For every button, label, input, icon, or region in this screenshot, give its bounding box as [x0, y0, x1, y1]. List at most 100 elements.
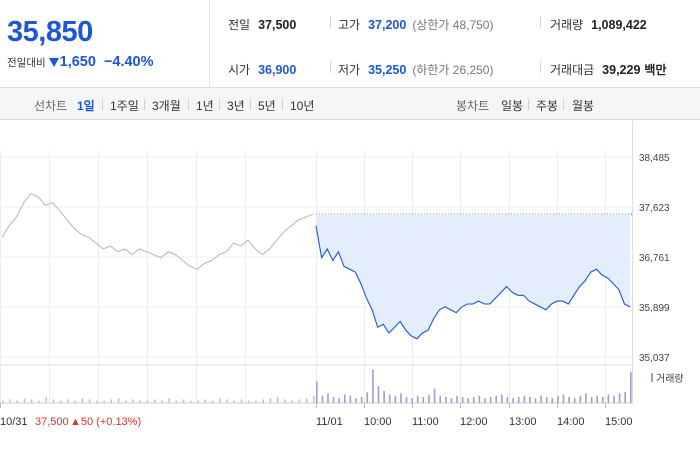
volume-bar-today — [484, 398, 486, 403]
volume-bar-today — [596, 395, 598, 403]
y-tick-label: 38,485 — [639, 153, 670, 164]
period-5y[interactable]: 5년 — [258, 99, 276, 113]
volume-bar-prev — [117, 398, 120, 403]
volume-bar-prev — [284, 399, 286, 403]
y-tick-label: 36,761 — [639, 253, 670, 264]
volume-bar-prev — [190, 400, 192, 403]
volume-bar-today — [450, 398, 453, 403]
volume-bar-today — [512, 398, 514, 403]
volume-bar-today — [316, 381, 318, 403]
volume-bar-today — [630, 371, 632, 403]
volume-bar-prev — [247, 400, 250, 403]
volume-bar-today — [433, 388, 436, 403]
x-tick-label: 13:00 — [509, 416, 537, 428]
today-fill-area — [316, 214, 630, 339]
volume-bar-prev — [81, 398, 84, 403]
today-area-fill — [316, 214, 630, 339]
volume-bar-prev — [305, 398, 308, 403]
volume-bar-today — [355, 398, 357, 403]
y-tick-label: 35,037 — [639, 353, 670, 364]
quote-panel: 35,850 전일대비 1,650 −4.40% 전일 37,500 고가 37… — [0, 0, 700, 88]
volume-bar-today — [388, 394, 391, 403]
line-chart-label: 선차트 — [34, 99, 68, 113]
volume-bar-today — [517, 397, 520, 403]
volume-bar-prev — [132, 399, 134, 403]
period-10y[interactable]: 10년 — [290, 99, 315, 113]
volume-bar-today — [568, 397, 570, 403]
divider — [540, 16, 541, 28]
x-tick-label: 10:00 — [364, 416, 392, 428]
volume-bar-today — [461, 397, 464, 403]
volume-bar-today — [523, 395, 526, 403]
volume-bar-today — [467, 398, 469, 403]
candle-weekly[interactable]: 주봉 — [536, 99, 559, 113]
volume-bar-prev — [219, 398, 221, 403]
volume-bar-today — [590, 397, 593, 403]
volume-bar-prev — [291, 400, 293, 403]
volume-bar-prev — [226, 399, 228, 403]
volume-bar-today — [573, 398, 576, 403]
period-1y[interactable]: 1년 — [196, 99, 214, 113]
volume-bar-prev — [45, 397, 47, 403]
volume-bar-prev — [161, 400, 163, 403]
volume-bar-prev — [52, 399, 55, 403]
open-price: 시가 36,900 — [228, 63, 297, 77]
volume-bar-prev — [103, 400, 105, 403]
divider — [330, 16, 331, 28]
chart-toolbar: 선차트 1일 1주일 3개월 1년 3년 5년 10년 봉차트 일봉 주봉 월봉 — [0, 88, 700, 120]
volume-bar-prev — [125, 400, 127, 403]
volume-bar-today — [327, 393, 329, 403]
prev-close: 전일 37,500 — [228, 18, 297, 32]
volume-bar-prev — [204, 399, 207, 403]
volume-bar-prev — [211, 400, 214, 403]
volume-bar-today — [489, 397, 492, 403]
volume-bar-prev — [110, 399, 113, 403]
volume-bar-prev — [2, 400, 4, 403]
volume-bar-prev — [168, 398, 170, 403]
x-tick-label: 11/01 — [316, 416, 343, 428]
period-1w[interactable]: 1주일 — [110, 99, 139, 113]
volume-bar-today — [456, 395, 458, 403]
volume-bar-today — [416, 395, 419, 403]
x-tick-label: 12:00 — [460, 416, 488, 428]
period-3y[interactable]: 3년 — [227, 99, 245, 113]
candle-daily[interactable]: 일봉 — [501, 99, 524, 113]
volume-bar-prev — [276, 397, 279, 403]
period-3m[interactable]: 3개월 — [152, 99, 181, 113]
turnover: 거래대금 39,229 백만 — [550, 63, 667, 77]
volume-bar-prev — [153, 399, 156, 403]
y-axis: 거래량 38,485 37,623 36,761 35,899 35,037 — [639, 153, 684, 385]
change-amount: 1,650 — [59, 54, 96, 70]
volume-bar-today — [372, 369, 374, 403]
volume-bar-today — [405, 397, 408, 403]
volume-bar-prev — [255, 400, 257, 403]
volume-bar-today — [562, 394, 565, 403]
x-tick-label: 15:00 — [605, 416, 633, 428]
period-1d[interactable]: 1일 — [77, 99, 95, 113]
volume-bar-prev — [38, 400, 40, 403]
volume-bar-prev — [23, 398, 26, 403]
candle-monthly[interactable]: 월봉 — [572, 99, 595, 113]
volume-bar-today — [473, 397, 475, 403]
volume-bar-prev — [175, 400, 178, 403]
volume-bar-today — [445, 397, 447, 403]
change-label: 전일대비 — [7, 56, 46, 69]
volume-bars — [2, 369, 632, 403]
volume-bar-today — [400, 393, 402, 403]
change-row: 전일대비 1,650 −4.40% — [7, 54, 154, 70]
price-summary: 35,850 전일대비 1,650 −4.40% — [0, 0, 210, 88]
volume-bar-prev — [88, 399, 91, 403]
volume-bar-today — [366, 392, 369, 403]
volume-bar-today — [332, 397, 335, 403]
volume-bar-today — [501, 394, 503, 403]
volume-bar-prev — [59, 400, 62, 403]
volume-bar-today — [349, 395, 352, 403]
volume-bar-prev — [16, 400, 19, 403]
prev-day-label: 10/31 — [0, 416, 28, 428]
volume-bar-prev — [197, 400, 199, 403]
volume-bar-today — [585, 393, 587, 403]
volume-bar-prev — [298, 399, 301, 403]
volume-bar-prev — [262, 399, 264, 403]
day-low: 저가 35,250 (하한가 26,250) — [338, 63, 494, 77]
